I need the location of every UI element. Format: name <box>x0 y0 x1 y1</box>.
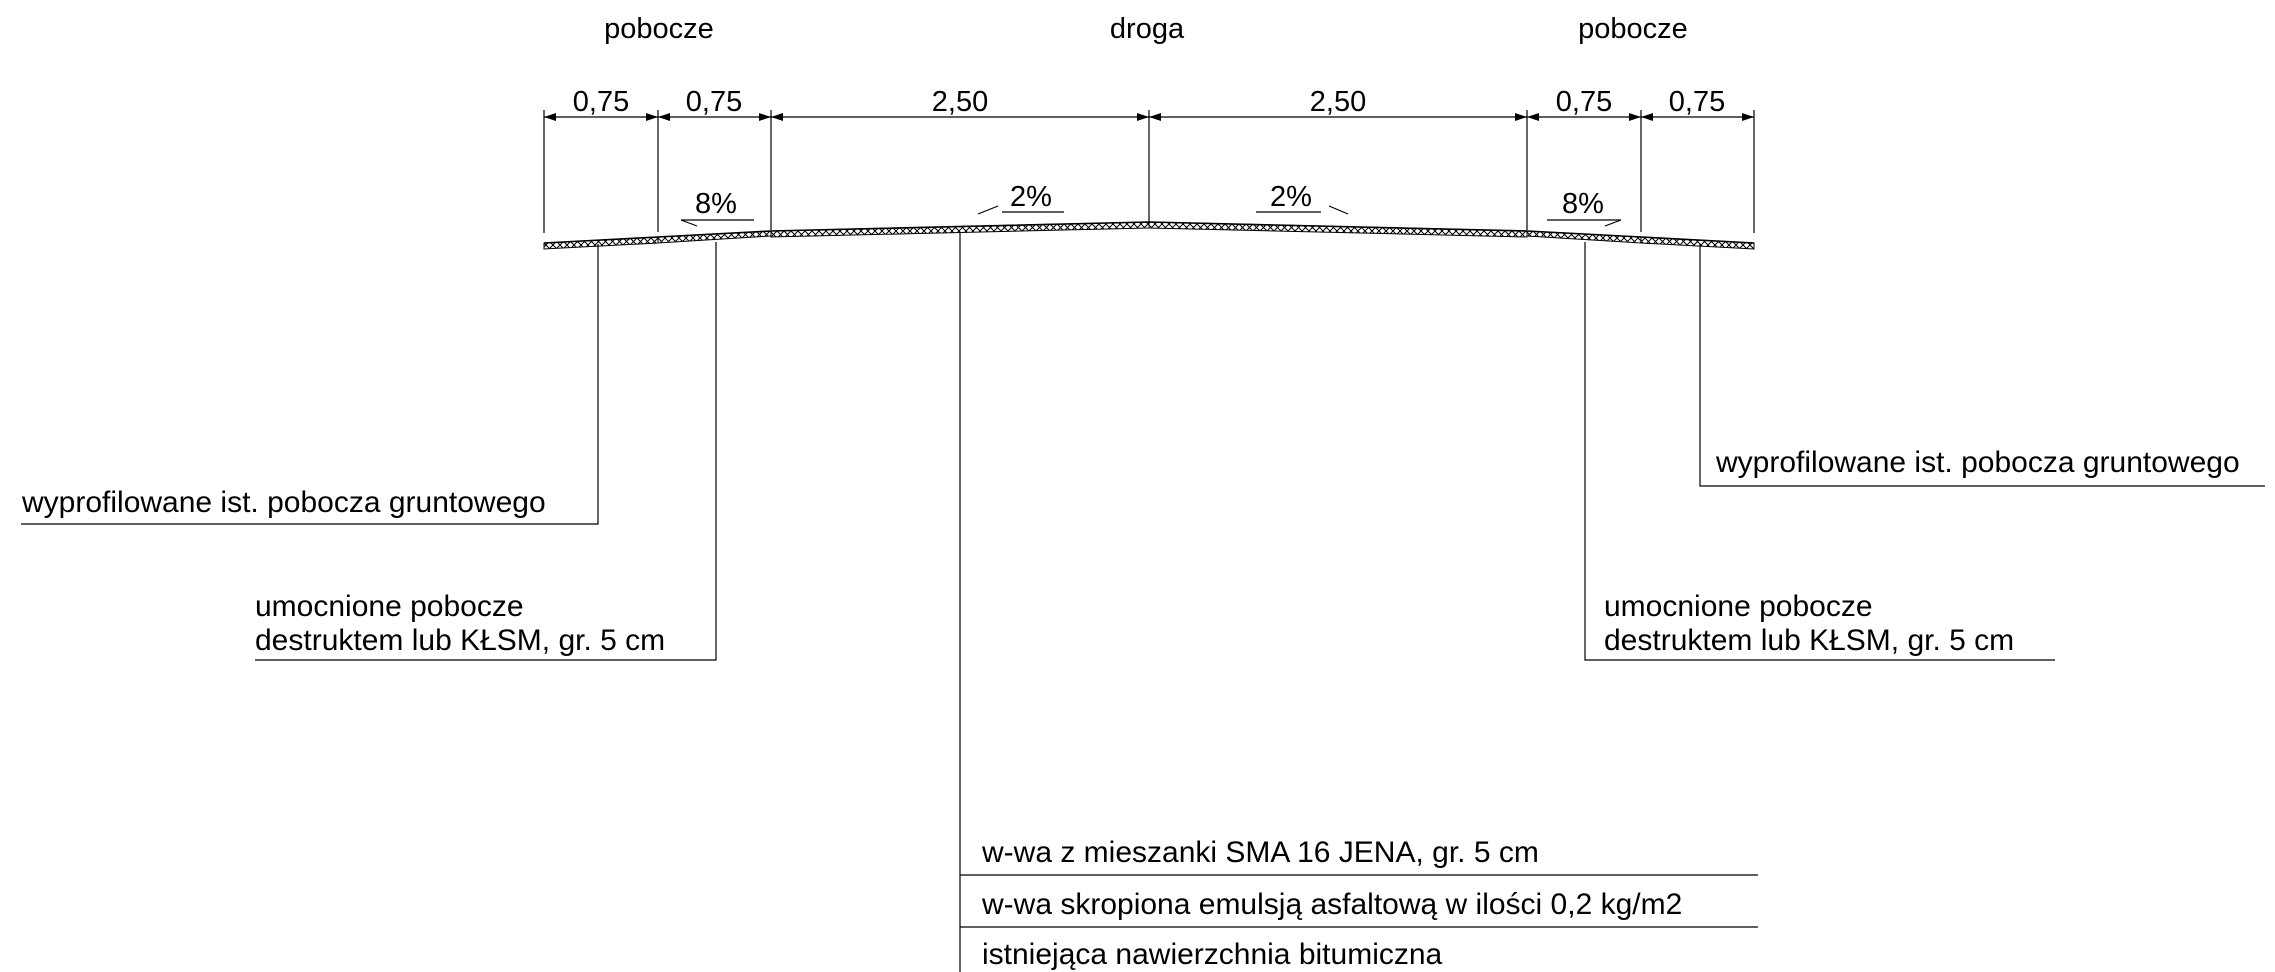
label-ground-right: wyprofilowane ist. pobocza gruntowego <box>1715 446 2240 479</box>
label-reinforced-left-line1: umocnione pobocze <box>255 590 524 623</box>
leader-reinforced-left <box>255 242 717 661</box>
ground-shoulder-left <box>543 236 659 250</box>
ground-shoulder-right <box>1640 236 1755 250</box>
dimension-label: 0,75 <box>1556 86 1612 118</box>
reinforced-shoulder-right <box>1526 230 1642 244</box>
reinforced-shoulder-left <box>657 230 772 244</box>
slope-arrow <box>680 219 698 227</box>
label-layer-sma: w-wa z mieszanki SMA 16 JENA, gr. 5 cm <box>981 836 1539 869</box>
leader-lines <box>21 233 2265 972</box>
label-reinforced-left-line2: destruktem lub KŁSM, gr. 5 cm <box>255 624 665 657</box>
dimension-chain: 0,75 0,75 2,50 2,50 0,75 0,75 <box>543 86 1755 233</box>
label-reinforced-right-line2: destruktem lub KŁSM, gr. 5 cm <box>1604 624 2014 657</box>
road-profile <box>543 221 1755 250</box>
dimension-label: 0,75 <box>573 86 629 118</box>
slope-label-right-shoulder: 8% <box>1562 188 1604 220</box>
dimension-label: 0,75 <box>686 86 742 118</box>
dimension-label: 2,50 <box>932 86 988 118</box>
dimension-label: 0,75 <box>1669 86 1725 118</box>
slope-arrow <box>977 205 999 215</box>
leader-ground-left <box>21 244 599 525</box>
slope-label-left-lane: 2% <box>1010 181 1052 213</box>
slope-label-left-shoulder: 8% <box>695 188 737 220</box>
slope-arrow <box>1604 219 1622 227</box>
slope-arrow <box>1328 205 1349 215</box>
label-ground-left: wyprofilowane ist. pobocza gruntowego <box>21 486 546 519</box>
label-layer-existing: istniejąca nawierzchnia bitumiczna <box>982 938 1443 971</box>
slope-label-right-lane: 2% <box>1270 181 1312 213</box>
leader-reinforced-right <box>1584 242 2055 661</box>
header-right-shoulder: pobocze <box>1578 13 1688 45</box>
leader-ground-right <box>1699 244 2265 487</box>
label-layer-emulsion: w-wa skropiona emulsją asfaltową w ilośc… <box>981 888 1682 921</box>
slope-indicators: 8% 2% 2% 8% <box>680 181 1622 227</box>
label-reinforced-right-line1: umocnione pobocze <box>1604 590 1873 623</box>
header-left-shoulder: pobocze <box>604 13 714 45</box>
surface-line <box>543 221 1755 244</box>
header-road: droga <box>1110 13 1185 45</box>
dimension-label: 2,50 <box>1310 86 1366 118</box>
